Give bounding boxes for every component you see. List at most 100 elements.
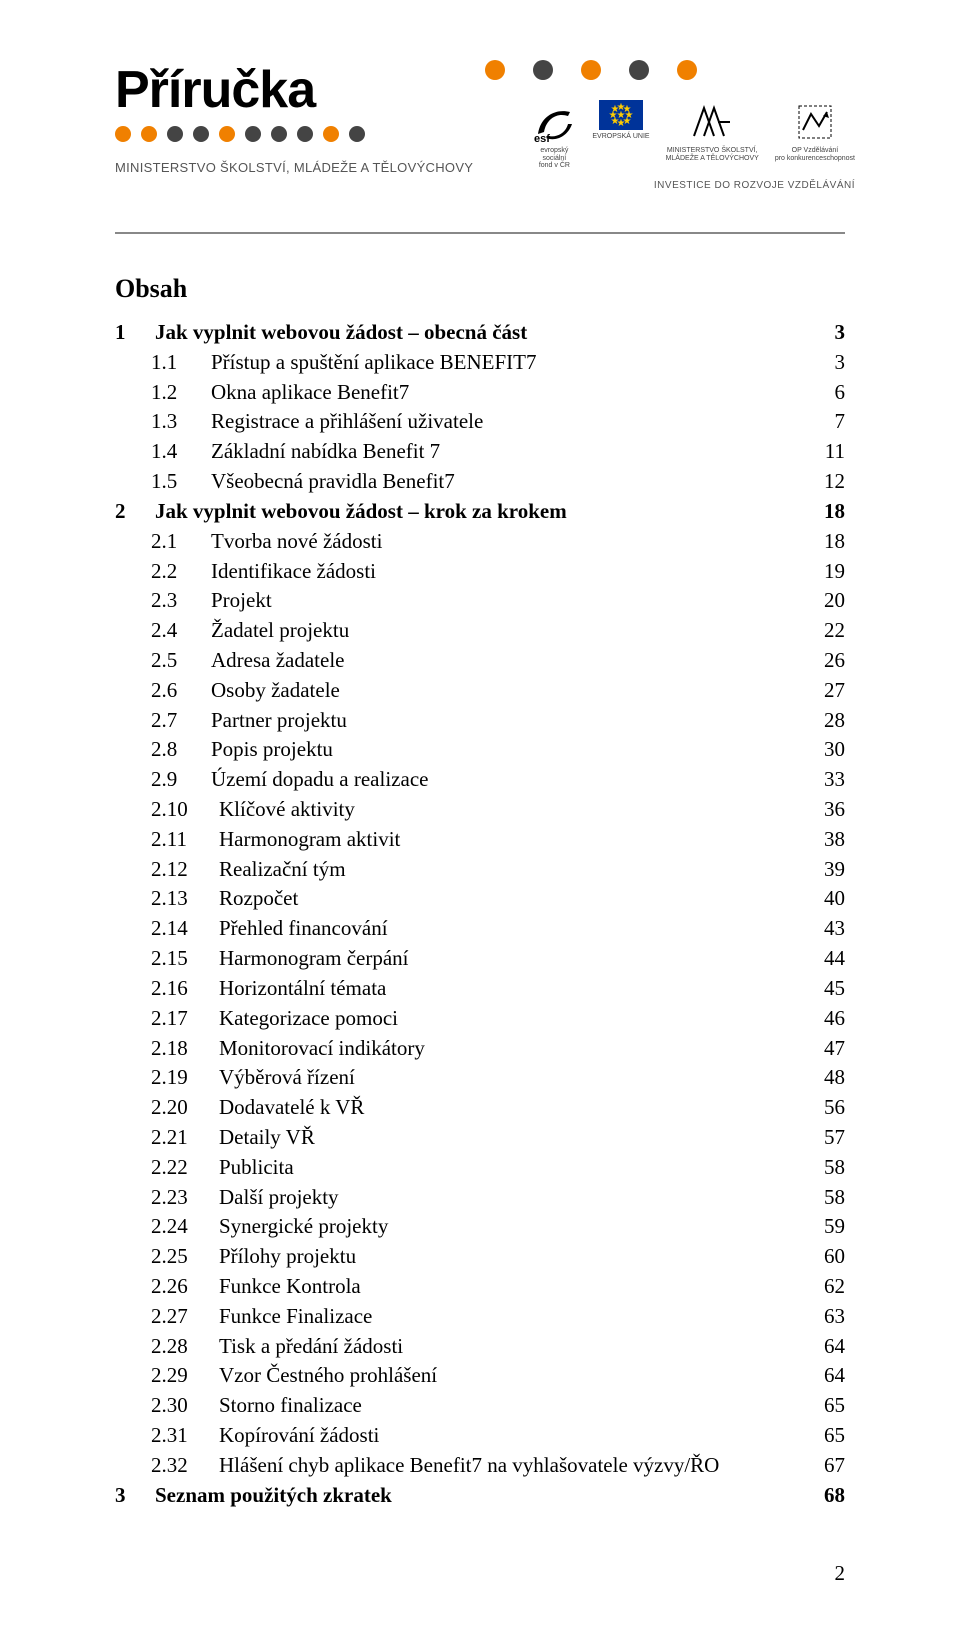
toc-entry-label: Dodavatelé k VŘ (219, 1093, 815, 1123)
strip-dot (581, 60, 601, 80)
toc-entry: 2.24Synergické projekty59 (115, 1212, 845, 1242)
msmt-icon (690, 100, 734, 144)
toc-entry: 2.4Žadatel projektu22 (115, 616, 845, 646)
toc-entry-label: Registrace a přihlášení uživatele (211, 407, 815, 437)
brand-dot (271, 126, 287, 142)
toc-entry: 1.3Registrace a přihlášení uživatele7 (115, 407, 845, 437)
toc-entry-label: Všeobecná pravidla Benefit7 (211, 467, 815, 497)
toc-entry: 2.1Tvorba nové žádosti18 (115, 527, 845, 557)
toc-entry: 1.1Přístup a spuštění aplikace BENEFIT73 (115, 348, 845, 378)
toc-entry-label: Tvorba nové žádosti (211, 527, 815, 557)
toc-entry-number: 3 (115, 1481, 155, 1511)
toc-entry-page: 11 (815, 437, 845, 467)
toc-entry-page: 67 (815, 1451, 845, 1481)
esf-label-1: evropský (540, 147, 568, 155)
eu-label: EVROPSKÁ UNIE (592, 133, 649, 141)
toc-entry-page: 22 (815, 616, 845, 646)
toc-entry: 2.26Funkce Kontrola62 (115, 1272, 845, 1302)
toc-entry: 2.23Další projekty58 (115, 1183, 845, 1213)
toc-entry-page: 3 (815, 318, 845, 348)
brand-dot (297, 126, 313, 142)
logo-eu: EVROPSKÁ UNIE (592, 100, 649, 141)
toc-entry-label: Přehled financování (219, 914, 815, 944)
toc-entry-page: 63 (815, 1302, 845, 1332)
toc-entry-number: 2.14 (115, 914, 219, 944)
toc-entry-number: 2.9 (115, 765, 211, 795)
esf-label-3: fond v ČR (539, 162, 570, 170)
toc-entry: 1Jak vyplnit webovou žádost – obecná čás… (115, 318, 845, 348)
toc-entry: 2.9Území dopadu a realizace33 (115, 765, 845, 795)
toc-entry-label: Jak vyplnit webovou žádost – obecná část (155, 318, 815, 348)
toc-entry-label: Klíčové aktivity (219, 795, 815, 825)
toc-entry-page: 18 (815, 527, 845, 557)
toc-entry-label: Detaily VŘ (219, 1123, 815, 1153)
toc-entry: 2.11Harmonogram aktivit38 (115, 825, 845, 855)
strip-dot (629, 60, 649, 80)
toc-entry-number: 2.18 (115, 1034, 219, 1064)
toc-entry: 2.7Partner projektu28 (115, 706, 845, 736)
brand-dot (193, 126, 209, 142)
op-label-1: OP Vzdělávání (792, 147, 839, 155)
toc-entry-page: 47 (815, 1034, 845, 1064)
toc-entry-label: Identifikace žádosti (211, 557, 815, 587)
toc-entry-number: 2.4 (115, 616, 211, 646)
toc-entry-label: Osoby žadatele (211, 676, 815, 706)
table-of-contents: Obsah 1Jak vyplnit webovou žádost – obec… (115, 274, 845, 1511)
toc-entry-number: 2.10 (115, 795, 219, 825)
toc-entry: 1.5Všeobecná pravidla Benefit712 (115, 467, 845, 497)
toc-entry-page: 58 (815, 1153, 845, 1183)
toc-entry-page: 26 (815, 646, 845, 676)
toc-entry-label: Publicita (219, 1153, 815, 1183)
toc-entry: 2.21Detaily VŘ57 (115, 1123, 845, 1153)
toc-entry: 2.25Přílohy projektu60 (115, 1242, 845, 1272)
toc-entry-label: Popis projektu (211, 735, 815, 765)
toc-entry-number: 2.5 (115, 646, 211, 676)
toc-entry-page: 27 (815, 676, 845, 706)
toc-entry-page: 43 (815, 914, 845, 944)
toc-entry-label: Funkce Kontrola (219, 1272, 815, 1302)
toc-entry-number: 2.23 (115, 1183, 219, 1213)
toc-entry-number: 2.15 (115, 944, 219, 974)
toc-entry: 2.22Publicita58 (115, 1153, 845, 1183)
logo-row: esf evropský sociální fond v ČR EVROPSKÁ… (455, 100, 855, 170)
header-divider (115, 232, 845, 234)
logo-strip: esf evropský sociální fond v ČR EVROPSKÁ… (455, 60, 855, 191)
toc-entry-page: 7 (815, 407, 845, 437)
toc-entry-label: Harmonogram čerpání (219, 944, 815, 974)
msmt-label-1: MINISTERSTVO ŠKOLSTVÍ, (667, 147, 758, 155)
toc-entry-number: 2.28 (115, 1332, 219, 1362)
brand-dot (219, 126, 235, 142)
logo-op: OP Vzdělávání pro konkurenceschopnost (775, 100, 855, 162)
toc-entry: 1.4Základní nabídka Benefit 711 (115, 437, 845, 467)
toc-entry-page: 64 (815, 1361, 845, 1391)
toc-entry-page: 30 (815, 735, 845, 765)
toc-entry: 2.29Vzor Čestného prohlášení64 (115, 1361, 845, 1391)
toc-entry-number: 2.13 (115, 884, 219, 914)
toc-entry-page: 59 (815, 1212, 845, 1242)
toc-entry-page: 3 (815, 348, 845, 378)
toc-entry-page: 28 (815, 706, 845, 736)
strip-dot (677, 60, 697, 80)
brand-dot (141, 126, 157, 142)
toc-entry-number: 2.25 (115, 1242, 219, 1272)
strip-dot-row (485, 60, 855, 80)
toc-entry-page: 48 (815, 1063, 845, 1093)
toc-entry-page: 39 (815, 855, 845, 885)
toc-entry: 2.31Kopírování žádosti65 (115, 1421, 845, 1451)
toc-entry-label: Přílohy projektu (219, 1242, 815, 1272)
toc-entry-page: 45 (815, 974, 845, 1004)
toc-entry-label: Okna aplikace Benefit7 (211, 378, 815, 408)
msmt-label-2: MLÁDEŽE A TĚLOVÝCHOVY (666, 155, 759, 163)
toc-entry-number: 2.21 (115, 1123, 219, 1153)
toc-entry: 2.2Identifikace žádosti19 (115, 557, 845, 587)
toc-entry-number: 2.1 (115, 527, 211, 557)
toc-entry-page: 6 (815, 378, 845, 408)
toc-entry-page: 46 (815, 1004, 845, 1034)
toc-entry-label: Jak vyplnit webovou žádost – krok za kro… (155, 497, 815, 527)
toc-entry-page: 12 (815, 467, 845, 497)
toc-entry-page: 68 (815, 1481, 845, 1511)
toc-entry: 2.20Dodavatelé k VŘ56 (115, 1093, 845, 1123)
toc-title: Obsah (115, 274, 845, 304)
toc-entry-number: 2.29 (115, 1361, 219, 1391)
toc-entry: 2.30Storno finalizace65 (115, 1391, 845, 1421)
